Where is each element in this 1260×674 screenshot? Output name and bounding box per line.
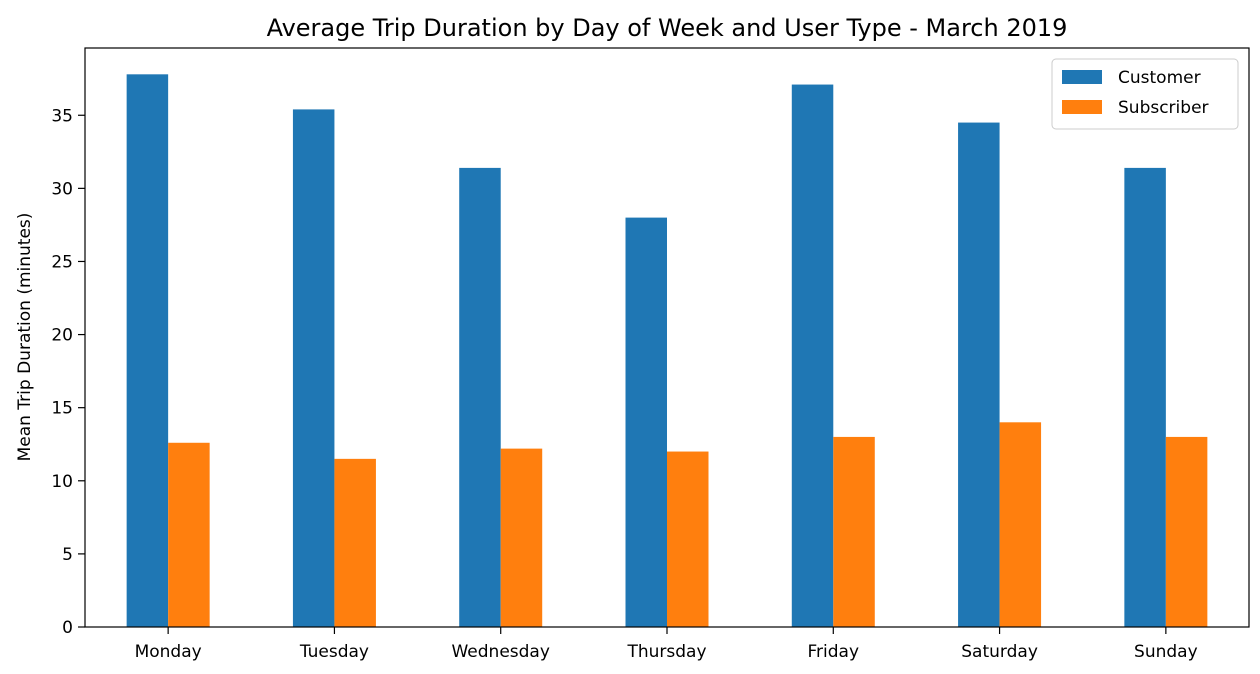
y-tick-label: 35 xyxy=(51,106,73,126)
y-tick-label: 0 xyxy=(62,618,73,638)
x-tick-label-thursday: Thursday xyxy=(626,642,706,662)
legend: Customer Subscriber xyxy=(1051,58,1239,130)
bar-subscriber-thursday xyxy=(667,451,709,627)
bar-customer-friday xyxy=(791,84,834,627)
legend-swatch-subscriber xyxy=(1062,100,1102,114)
bar-customer-thursday xyxy=(625,217,667,627)
bar-customer-wednesday xyxy=(459,167,501,628)
bar-subscriber-friday xyxy=(833,436,875,627)
x-tick-label-saturday: Saturday xyxy=(961,642,1038,662)
x-tick-label-wednesday: Wednesday xyxy=(451,642,549,662)
y-tick-label: 25 xyxy=(51,252,73,272)
y-tick-label: 5 xyxy=(62,545,73,565)
legend-label-customer: Customer xyxy=(1118,68,1201,88)
y-tick-label: 10 xyxy=(51,472,73,492)
y-tick-label: 15 xyxy=(51,399,73,419)
bar-customer-monday xyxy=(126,74,169,628)
bar-subscriber-sunday xyxy=(1165,436,1208,627)
y-tick-label: 30 xyxy=(51,179,73,199)
legend-label-subscriber: Subscriber xyxy=(1118,98,1209,118)
y-tick-label: 20 xyxy=(51,326,73,346)
chart-title: Average Trip Duration by Day of Week and… xyxy=(267,14,1068,42)
x-tick-label-sunday: Sunday xyxy=(1134,642,1198,662)
bar-subscriber-saturday xyxy=(999,422,1042,627)
bar-customer-sunday xyxy=(1124,167,1166,628)
plot-area: 0 5 10 15 20 25 30 35 Monday Tuesday Wednesday Thur… xyxy=(51,47,1250,662)
bar-subscriber-tuesday xyxy=(334,458,376,627)
bar-customer-saturday xyxy=(958,122,1000,628)
x-tick-label-monday: Monday xyxy=(135,642,202,662)
bar-subscriber-monday xyxy=(168,442,210,627)
y-axis-label: Mean Trip Duration (minutes) xyxy=(15,213,35,462)
legend-swatch-customer xyxy=(1062,70,1102,84)
bar-subscriber-wednesday xyxy=(500,448,543,627)
bar-customer-tuesday xyxy=(292,109,335,628)
x-tick-label-tuesday: Tuesday xyxy=(299,642,369,662)
x-tick-label-friday: Friday xyxy=(808,642,860,662)
